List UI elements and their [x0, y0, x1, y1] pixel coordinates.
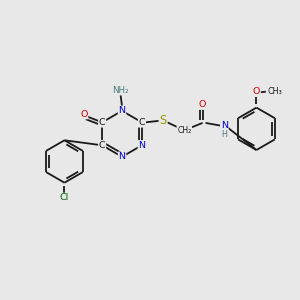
- Text: N: N: [138, 141, 146, 150]
- Text: N: N: [118, 152, 125, 161]
- Text: N: N: [221, 122, 228, 130]
- Text: N: N: [118, 106, 125, 115]
- Text: C: C: [99, 141, 106, 150]
- Text: Cl: Cl: [60, 194, 69, 202]
- Text: H: H: [221, 130, 227, 139]
- Text: O: O: [199, 100, 206, 109]
- Text: C: C: [139, 118, 145, 127]
- Text: NH₂: NH₂: [112, 86, 129, 95]
- Text: O: O: [80, 110, 88, 118]
- Text: S: S: [160, 114, 167, 127]
- Text: CH₃: CH₃: [267, 87, 282, 96]
- Text: C: C: [99, 118, 106, 127]
- Text: CH₂: CH₂: [177, 126, 191, 135]
- Text: O: O: [253, 87, 260, 96]
